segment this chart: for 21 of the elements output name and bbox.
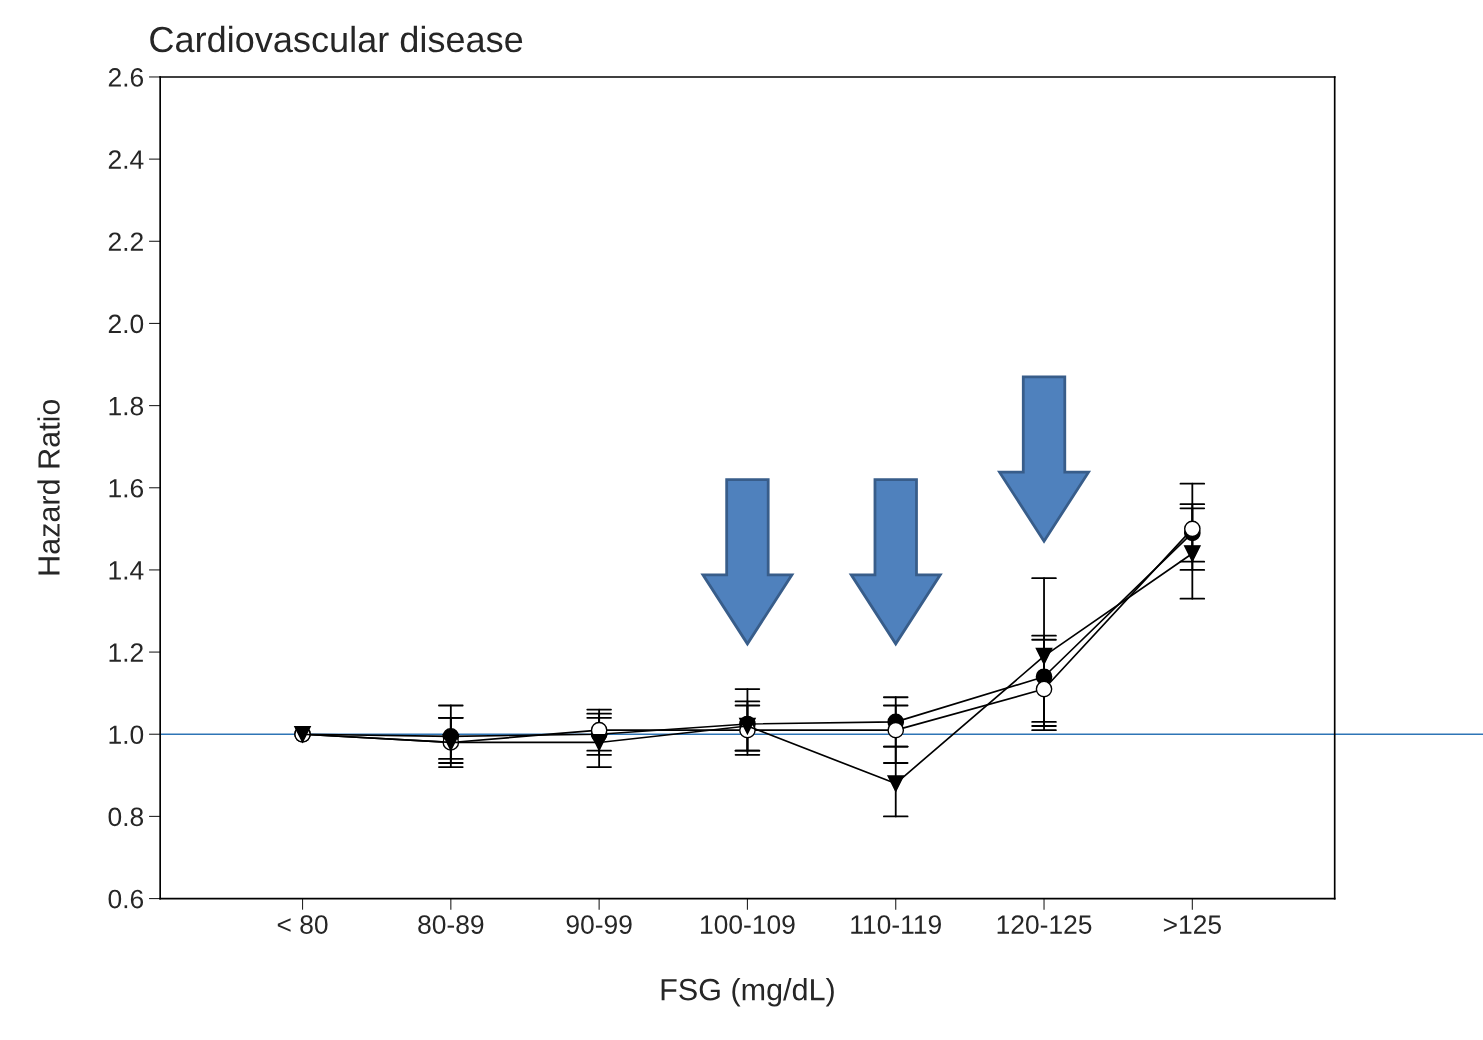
x-tick-label: 110-119: [851, 915, 941, 934]
x-tick-label: 100-109: [701, 915, 795, 934]
y-tick-label: 1.6: [109, 478, 144, 498]
y-tick-label: 1.8: [109, 396, 144, 416]
y-tick-label: 2.0: [108, 314, 144, 334]
x-tick-label: < 80: [277, 915, 328, 934]
y-tick-label: 2.6: [108, 68, 144, 87]
y-tick-label: 2.4: [108, 150, 144, 169]
y-tick-label: 0.6: [108, 889, 144, 909]
y-tick-label: 0.8: [108, 807, 144, 827]
x-tick-label: >125: [1163, 915, 1221, 934]
y-tick-label: 1.2: [109, 643, 143, 662]
x-tick-label: 80-89: [418, 915, 484, 934]
chart-title: Cardiovascular disease: [150, 25, 523, 53]
y-tick-label: 2.2: [108, 232, 143, 251]
y-tick-label: 1.4: [109, 561, 144, 580]
x-axis-title: FSG (mg/dL): [661, 978, 834, 1007]
y-tick-label: 1.0: [109, 725, 144, 745]
y-axis-title: Hazard Ratio: [37, 399, 60, 575]
x-tick-label: 90-99: [566, 915, 632, 934]
x-tick-label: 120-125: [997, 915, 1092, 934]
